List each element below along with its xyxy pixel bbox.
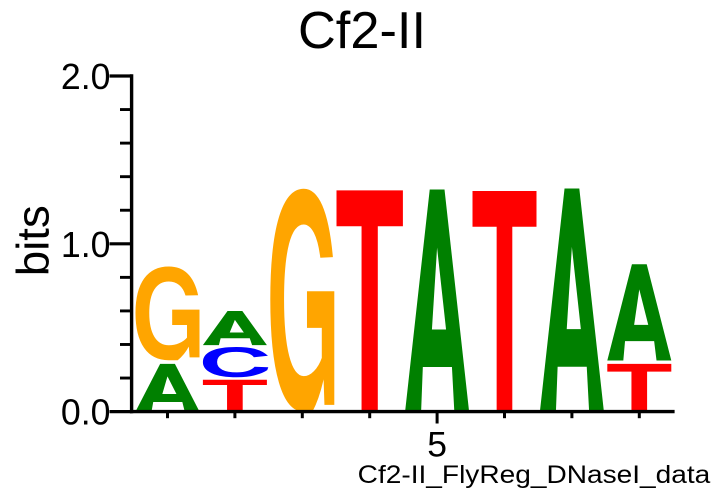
svg-text:5: 5: [427, 425, 447, 465]
svg-text:2.0: 2.0: [61, 57, 111, 97]
svg-text:Cf2-II: Cf2-II: [298, 2, 426, 60]
svg-text:bits: bits: [8, 205, 59, 276]
svg-text:1.0: 1.0: [61, 225, 111, 265]
svg-text:0.0: 0.0: [61, 393, 111, 433]
svg-text:Cf2-II_FlyReg_DNaseI_data: Cf2-II_FlyReg_DNaseI_data: [358, 461, 711, 489]
